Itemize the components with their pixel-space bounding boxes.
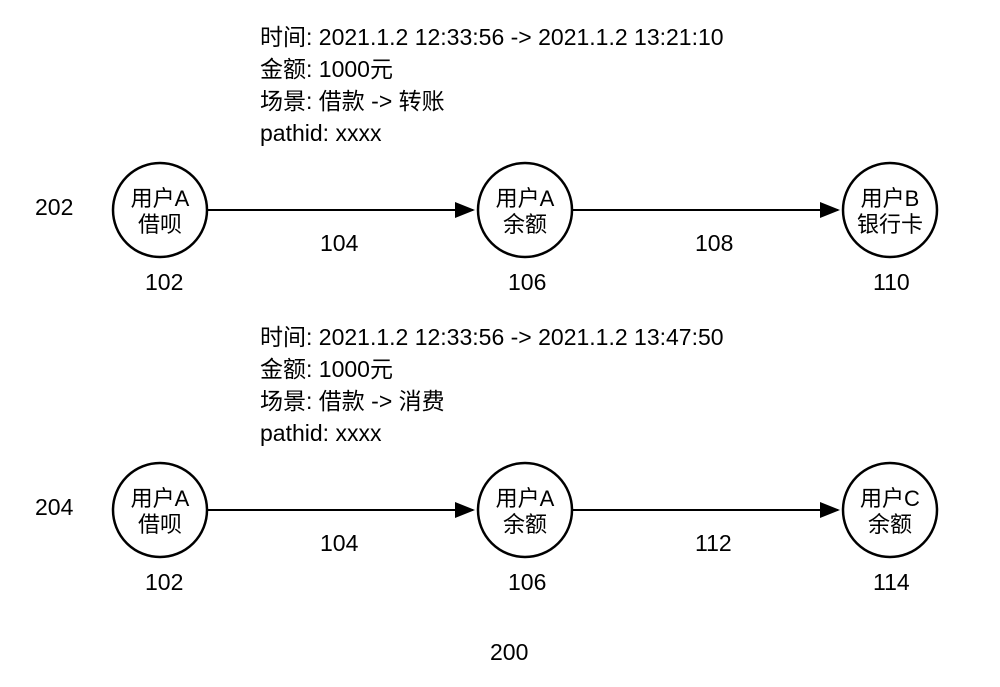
svg-text:金额: 1000元: 金额: 1000元 xyxy=(260,356,393,382)
node-ref-102: 102 xyxy=(145,269,183,295)
pathid-label: pathid: xyxy=(260,420,329,446)
flow-label-204: 204 xyxy=(35,494,74,520)
time-to: 2021.1.2 13:21:10 xyxy=(538,24,723,50)
svg-text:时间: 2021.1.2 12:33:56: 时间: 2021.1.2 12:33:56 -> 2021.1.2 13:47:… xyxy=(260,324,724,350)
scene-label: 场景: xyxy=(260,388,312,414)
node-user-b-bankcard: 用户B 银行卡 xyxy=(843,163,937,257)
pathid-value: xxxx xyxy=(335,120,382,146)
time-label: 时间: xyxy=(260,324,312,350)
node-line2: 银行卡 xyxy=(857,212,923,237)
scene-arrow: -> xyxy=(371,88,392,114)
pathid-label: pathid: xyxy=(260,120,329,146)
node-ref-102-2: 102 xyxy=(145,569,183,595)
flow-204: 204 时间: 2021.1.2 12:33:56 -> 2021.1.2 13… xyxy=(35,324,937,595)
node-line1: 用户A xyxy=(131,486,190,511)
node-line2: 余额 xyxy=(503,212,547,237)
node-user-a-jiebei-2: 用户A 借呗 xyxy=(113,463,207,557)
scene-to: 消费 xyxy=(399,388,445,414)
svg-text:时间: 2021.1.2 12:33:56: 时间: 2021.1.2 12:33:56 -> 2021.1.2 13:21:… xyxy=(260,24,724,50)
figure-label-200: 200 xyxy=(490,639,528,665)
node-user-c-balance: 用户C 余额 xyxy=(843,463,937,557)
time-arrow: -> xyxy=(511,324,532,350)
edge-ref-108: 108 xyxy=(695,230,733,256)
node-user-a-balance: 用户A 余额 xyxy=(478,163,572,257)
edge-ref-112: 112 xyxy=(695,530,732,556)
node-line2: 余额 xyxy=(503,512,547,537)
amount-value: 1000元 xyxy=(319,356,393,382)
node-line1: 用户A xyxy=(496,186,555,211)
node-line2: 借呗 xyxy=(138,512,182,537)
node-line1: 用户A xyxy=(496,486,555,511)
node-line1: 用户B xyxy=(861,186,920,211)
svg-text:场景: 借款 ->: 场景: 借款 -> 消费 xyxy=(260,388,445,414)
scene-label: 场景: xyxy=(260,88,312,114)
flow-202: 202 时间: 2021.1.2 12:33:56 -> 2021.1.2 13… xyxy=(35,24,937,295)
time-arrow: -> xyxy=(511,24,532,50)
svg-text:pathid: xxxx: pathid: xxxx xyxy=(260,420,382,446)
flow-label-202: 202 xyxy=(35,194,73,220)
scene-to: 转账 xyxy=(399,88,445,114)
time-label: 时间: xyxy=(260,24,312,50)
node-ref-114: 114 xyxy=(873,569,910,595)
pathid-value: xxxx xyxy=(335,420,382,446)
amount-label: 金额: xyxy=(260,56,312,82)
node-ref-106-2: 106 xyxy=(508,569,546,595)
scene-arrow: -> xyxy=(371,388,392,414)
svg-text:pathid: xxxx: pathid: xxxx xyxy=(260,120,382,146)
node-user-a-jiebei: 用户A 借呗 xyxy=(113,163,207,257)
node-ref-110: 110 xyxy=(873,269,910,295)
node-line2: 余额 xyxy=(868,512,912,537)
flow-202-info: 时间: 2021.1.2 12:33:56 -> 2021.1.2 13:21:… xyxy=(260,24,724,146)
node-line1: 用户C xyxy=(860,486,920,511)
scene-from: 借款 xyxy=(319,88,365,114)
scene-from: 借款 xyxy=(319,388,365,414)
amount-label: 金额: xyxy=(260,356,312,382)
svg-text:场景: 借款 ->: 场景: 借款 -> 转账 xyxy=(260,88,445,114)
amount-value: 1000元 xyxy=(319,56,393,82)
diagram-canvas: 202 时间: 2021.1.2 12:33:56 -> 2021.1.2 13… xyxy=(0,0,1000,687)
edge-ref-104-2: 104 xyxy=(320,530,359,556)
edge-ref-104: 104 xyxy=(320,230,359,256)
node-user-a-balance-2: 用户A 余额 xyxy=(478,463,572,557)
svg-text:金额: 1000元: 金额: 1000元 xyxy=(260,56,393,82)
time-from: 2021.1.2 12:33:56 xyxy=(319,324,504,350)
node-line1: 用户A xyxy=(131,186,190,211)
node-ref-106: 106 xyxy=(508,269,546,295)
time-from: 2021.1.2 12:33:56 xyxy=(319,24,504,50)
node-line2: 借呗 xyxy=(138,212,182,237)
flow-204-info: 时间: 2021.1.2 12:33:56 -> 2021.1.2 13:47:… xyxy=(260,324,724,446)
time-to: 2021.1.2 13:47:50 xyxy=(538,324,723,350)
